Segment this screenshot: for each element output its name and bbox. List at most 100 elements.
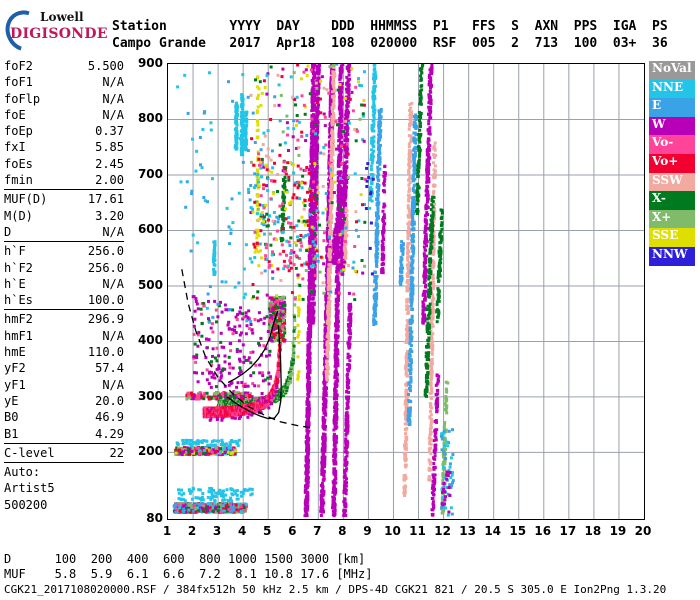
param-value: N/A — [102, 91, 124, 106]
param-value: N/A — [102, 75, 124, 90]
legend-item-sse[interactable]: SSE — [649, 228, 695, 247]
x-tick-2: 2 — [187, 524, 197, 538]
param-key: h`F2 — [4, 260, 33, 275]
y-tick-800: 800 — [137, 111, 163, 126]
param-key: yE — [4, 393, 19, 408]
param-key: foEs — [4, 156, 33, 171]
x-tick-8: 8 — [338, 524, 347, 538]
legend-item-vo[interactable]: Vo- — [649, 135, 695, 154]
y-axis-labels: 80 200 300 400 500 600 700 800 900 — [125, 55, 163, 535]
param-row-hme: hmE 110.0 — [4, 344, 124, 360]
x-tick-13: 13 — [459, 524, 476, 538]
legend-item-x[interactable]: X+ — [649, 209, 695, 229]
x-tick-20: 20 — [634, 524, 652, 538]
param-group-divider — [4, 309, 124, 311]
y-tick-600: 600 — [137, 222, 163, 237]
param-key: yF1 — [4, 377, 26, 392]
param-value: 4.29 — [95, 426, 124, 441]
param-row-d: D N/A — [4, 224, 124, 240]
x-tick-11: 11 — [409, 524, 426, 538]
param-key: MUF(D) — [4, 192, 48, 207]
footer-d-line: D 100 200 400 600 800 1000 1500 3000 [km… — [4, 552, 366, 566]
param-row-he: h`E N/A — [4, 276, 124, 292]
param-value: 2.45 — [95, 156, 124, 171]
x-tick-9: 9 — [363, 524, 372, 538]
param-key: hmF2 — [4, 312, 33, 327]
x-tick-17: 17 — [559, 524, 577, 538]
param-row-b0: B0 46.9 — [4, 409, 124, 425]
param-value: 5.85 — [95, 140, 124, 155]
grid — [168, 64, 644, 519]
x-tick-1: 1 — [162, 524, 172, 538]
legend-item-vo[interactable]: Vo+ — [649, 153, 695, 173]
param-value: 2.00 — [95, 173, 124, 188]
param-value: 100.0 — [87, 293, 124, 308]
ionogram-plot-area[interactable] — [167, 63, 645, 520]
logo-lowell-text: Lowell — [40, 10, 84, 24]
param-row-md: M(D) 3.20 — [4, 208, 124, 224]
param-row-fmin: fmin 2.00 — [4, 172, 124, 188]
param-row-hf2: h`F2 256.0 — [4, 260, 124, 276]
param-value: 3.20 — [95, 208, 124, 223]
scaled-trace-upper — [227, 310, 279, 384]
param-key: D — [4, 224, 12, 239]
param-row-foes: foEs 2.45 — [4, 156, 124, 172]
legend-item-nne[interactable]: NNE — [649, 79, 695, 99]
param-value: 110.0 — [87, 345, 124, 360]
param-row-hes: h`Es 100.0 — [4, 292, 124, 308]
x-tick-3: 3 — [212, 524, 222, 538]
x-tick-5: 5 — [263, 524, 272, 538]
param-value: 5.500 — [87, 59, 124, 73]
param-key: fmin — [4, 173, 33, 188]
muf-curve — [181, 269, 314, 429]
param-value: 296.9 — [87, 312, 124, 327]
ionospheric-parameters-panel: foF2 5.500 foF1 N/A foFlp N/A foE N/A foEp 0.37 fx… — [4, 58, 124, 513]
param-row-hf: h`F 256.0 — [4, 243, 124, 259]
param-value: N/A — [102, 377, 124, 392]
legend-item-ssw[interactable]: SSW — [649, 172, 695, 192]
direction-color-legend[interactable]: NoVal NNE E W Vo- Vo+ SSW X- X+ SSE NNW — [649, 61, 695, 266]
param-row-hmf1: hmF1 N/A — [4, 328, 124, 344]
y-tick-300: 300 — [137, 388, 163, 403]
y-tick-700: 700 — [137, 166, 163, 181]
x-tick-6: 6 — [288, 524, 297, 538]
param-value: 20.0 — [95, 393, 124, 408]
param-key: C-level — [4, 445, 55, 460]
param-row-mufd: MUF(D) 17.61 — [4, 191, 124, 207]
param-footer-line-1: Artist5 — [4, 481, 55, 496]
x-tick-15: 15 — [509, 524, 527, 538]
footer-muf-line: MUF 5.8 5.9 6.1 6.6 7.2 8.1 10.8 17.6 [M… — [4, 567, 373, 581]
param-row-clevel: C-level 22 — [4, 445, 124, 461]
param-row-foe: foE N/A — [4, 107, 124, 123]
x-tick-4: 4 — [237, 524, 247, 538]
param-group-divider — [4, 189, 124, 191]
param-key: hmF1 — [4, 328, 33, 343]
param-value: 17.61 — [87, 192, 124, 207]
param-value: 0.37 — [95, 124, 124, 139]
param-row-hmf2: hmF2 296.9 — [4, 311, 124, 327]
param-row-fof2: foF2 5.500 — [4, 58, 124, 74]
legend-item-noval[interactable]: NoVal — [649, 61, 695, 80]
param-key: hmE — [4, 345, 26, 360]
param-key: h`Es — [4, 293, 33, 308]
legend-item-nnw[interactable]: NNW — [649, 246, 695, 266]
param-row-yf1: yF1 N/A — [4, 377, 124, 393]
legend-item-x[interactable]: X- — [649, 191, 695, 210]
param-value: 57.4 — [95, 361, 124, 376]
param-value: 46.9 — [95, 410, 124, 425]
param-value: N/A — [102, 276, 124, 291]
y-tick-80: 80 — [146, 511, 163, 525]
legend-item-e[interactable]: E — [649, 98, 695, 117]
param-footer-line-0: Auto: — [4, 465, 41, 480]
legend-item-w[interactable]: W — [649, 116, 695, 136]
station-header: Station YYYY DAY DDD HHMMSS P1 FFS S AXN… — [112, 18, 668, 52]
header-values-line: Campo Grande 2017 Apr18 108 020000 RSF 0… — [112, 36, 668, 51]
ionogram-plot[interactable] — [167, 63, 645, 520]
param-value: N/A — [102, 224, 124, 239]
lowell-digisonde-logo: Lowell DIGISONDE — [0, 3, 108, 59]
param-value: 256.0 — [87, 260, 124, 275]
param-group-divider — [4, 241, 124, 243]
param-key: B1 — [4, 426, 19, 441]
true-height-profile — [226, 324, 282, 420]
param-value: N/A — [102, 328, 124, 343]
